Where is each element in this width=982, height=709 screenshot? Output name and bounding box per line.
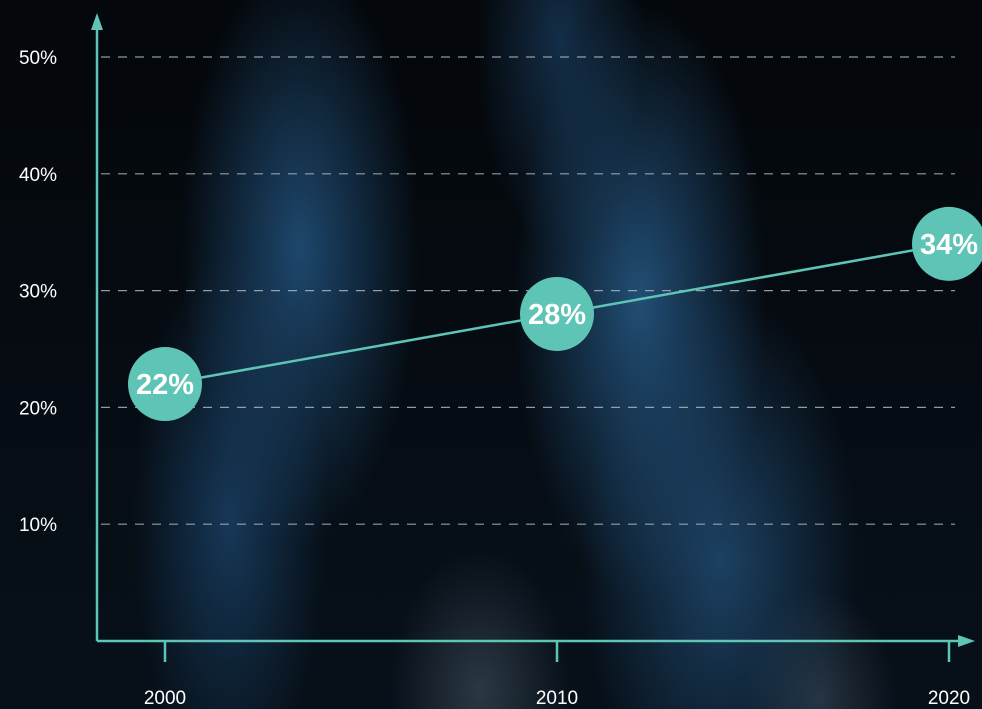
y-axis-labels: 10% 20% 30% 40% 50% <box>19 48 57 536</box>
y-axis-arrow-icon <box>91 13 103 30</box>
x-tick-label: 2010 <box>536 688 578 709</box>
axes <box>91 13 975 647</box>
data-point: 28% <box>520 276 594 351</box>
x-axis-arrow-icon <box>958 635 975 647</box>
x-tick-label: 2000 <box>144 688 186 709</box>
y-tick-label: 20% <box>19 398 57 419</box>
x-tick-label: 2020 <box>928 688 970 709</box>
x-axis-ticks <box>163 641 951 662</box>
data-point: 22% <box>128 347 202 422</box>
data-point-marker <box>128 347 202 422</box>
y-tick-label: 40% <box>19 165 57 186</box>
y-tick-label: 50% <box>19 48 57 69</box>
data-point-marker <box>912 206 982 281</box>
x-axis-labels: 2000 2010 2020 <box>144 688 970 709</box>
data-points: 22% 28% 34% <box>128 206 982 422</box>
data-point-marker <box>520 276 594 351</box>
data-label: 22% <box>136 369 194 401</box>
y-tick-label: 30% <box>19 282 57 303</box>
data-label: 28% <box>528 299 586 331</box>
data-point: 34% <box>912 206 982 281</box>
y-tick-label: 10% <box>19 515 57 536</box>
grid-lines <box>101 56 955 525</box>
data-label: 34% <box>920 229 978 261</box>
